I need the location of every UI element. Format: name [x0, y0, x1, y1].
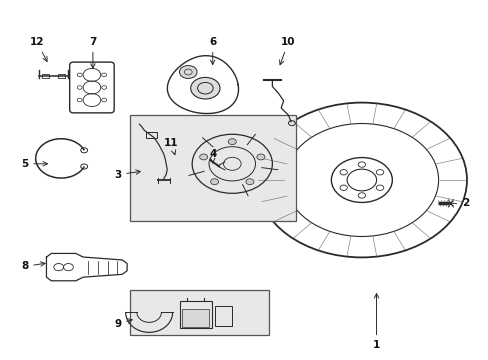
Text: 4: 4 — [208, 149, 216, 163]
Bar — [58, 74, 65, 78]
Bar — [215, 306, 232, 326]
Text: 1: 1 — [372, 294, 379, 350]
Circle shape — [245, 179, 253, 185]
Circle shape — [228, 139, 236, 145]
Text: 7: 7 — [89, 37, 97, 68]
Text: 9: 9 — [114, 319, 132, 329]
Circle shape — [256, 154, 264, 160]
Bar — [129, 290, 268, 335]
Bar — [41, 74, 49, 78]
Text: 12: 12 — [29, 37, 47, 62]
Circle shape — [190, 77, 220, 99]
Bar — [129, 115, 295, 221]
Circle shape — [210, 179, 218, 185]
Bar — [182, 309, 209, 327]
Bar — [145, 132, 157, 138]
Text: 5: 5 — [21, 159, 47, 169]
Bar — [180, 301, 211, 328]
Text: 6: 6 — [209, 37, 216, 64]
Circle shape — [179, 66, 197, 78]
Text: 8: 8 — [21, 261, 45, 271]
Text: 10: 10 — [279, 37, 295, 65]
Circle shape — [199, 154, 207, 160]
Text: 11: 11 — [163, 138, 178, 155]
Text: 2: 2 — [448, 198, 468, 208]
Text: 3: 3 — [114, 170, 140, 180]
